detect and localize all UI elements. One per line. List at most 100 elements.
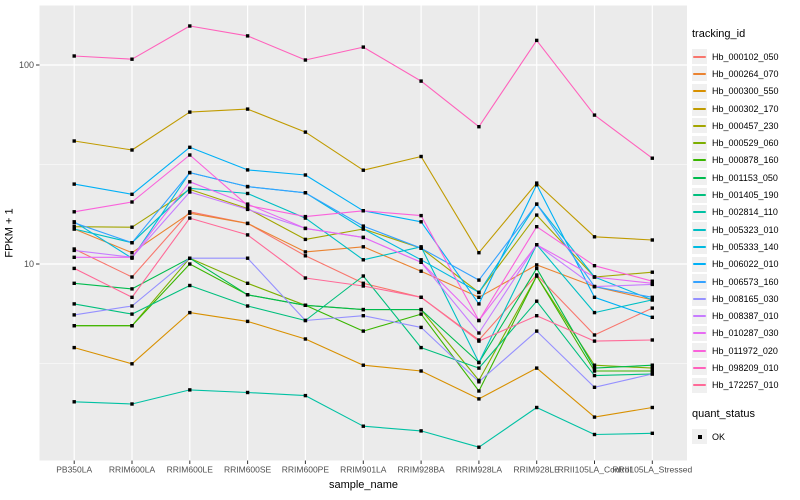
legend-item-Hb_000300_550: Hb_000300_550: [692, 83, 798, 100]
series-color-line-icon: [693, 366, 706, 369]
data-point: [188, 211, 192, 215]
data-point: [535, 225, 539, 229]
data-point: [361, 329, 365, 333]
data-point: [477, 295, 481, 299]
data-point: [188, 388, 192, 392]
data-point: [477, 318, 481, 323]
y-tick-label: 10: [24, 259, 34, 269]
data-point: [592, 415, 597, 419]
legend-key-swatch: [692, 239, 707, 255]
series-color-line-icon: [693, 245, 706, 248]
data-point: [361, 274, 365, 278]
data-point: [303, 250, 308, 254]
data-point: [72, 227, 76, 231]
x-tick-label: RRIM901LA: [340, 465, 387, 475]
data-point: [361, 424, 365, 428]
data-point: [419, 79, 423, 83]
data-point: [188, 153, 192, 157]
data-point: [72, 313, 76, 317]
data-point: [188, 24, 192, 28]
data-point: [650, 281, 654, 285]
data-point: [535, 263, 539, 267]
data-point-markers: [72, 24, 654, 449]
legend-item-label: Hb_000264_070: [712, 68, 779, 79]
data-point: [535, 213, 539, 217]
x-tick-label: RRIM928BA: [397, 465, 445, 475]
data-point: [303, 276, 308, 280]
legend-key-swatch: [692, 66, 707, 82]
data-point: [361, 307, 365, 312]
legend-key-swatch: [692, 377, 707, 393]
data-point: [477, 380, 481, 384]
data-point: [419, 307, 423, 312]
data-point: [419, 269, 423, 273]
data-point: [130, 57, 134, 61]
data-point: [592, 333, 597, 337]
data-point: [72, 210, 76, 214]
series-color-line-icon: [693, 280, 706, 283]
legend-item-Hb_006022_010: Hb_006022_010: [692, 256, 798, 273]
series-color-line-icon: [693, 349, 706, 352]
data-point: [72, 324, 76, 328]
data-point: [650, 156, 654, 160]
data-point: [245, 168, 250, 172]
data-point: [130, 251, 134, 255]
series-color-line-icon: [693, 263, 706, 266]
legend-item-label: Hb_098209_010: [712, 362, 779, 373]
data-point: [72, 281, 76, 285]
legend-item-Hb_001405_190: Hb_001405_190: [692, 186, 798, 203]
data-point: [650, 279, 654, 283]
legend-item-Hb_011972_020: Hb_011972_020: [692, 342, 798, 359]
data-point: [535, 314, 539, 318]
data-point: [592, 373, 597, 378]
data-point: [650, 405, 654, 410]
legend-item-Hb_006573_160: Hb_006573_160: [692, 273, 798, 290]
data-point: [188, 310, 192, 315]
data-point: [303, 226, 308, 231]
legend-key-swatch: [692, 360, 707, 376]
data-point: [419, 429, 423, 433]
legend-item-Hb_005333_140: Hb_005333_140: [692, 238, 798, 255]
data-point: [650, 363, 654, 367]
data-point: [130, 225, 134, 229]
legend-item-label: Hb_001405_190: [712, 190, 779, 201]
data-point: [72, 255, 76, 259]
data-point: [535, 38, 539, 43]
data-point: [245, 304, 250, 308]
data-point: [361, 235, 365, 240]
data-point: [477, 360, 481, 365]
legend-key-swatch: [692, 222, 707, 238]
data-point: [72, 139, 76, 143]
data-point: [361, 258, 365, 262]
data-point: [650, 431, 654, 435]
data-point: [303, 191, 308, 195]
data-point: [361, 284, 365, 288]
legend-item-Hb_000302_170: Hb_000302_170: [692, 100, 798, 117]
data-point: [303, 337, 308, 341]
data-point: [303, 214, 308, 219]
legend-item-label: Hb_005323_010: [712, 224, 779, 235]
legend-item-Hb_000529_060: Hb_000529_060: [692, 134, 798, 151]
data-point: [303, 318, 308, 323]
legend-key-swatch: [692, 152, 707, 168]
data-point: [361, 363, 365, 367]
legend-key-swatch: [692, 204, 707, 220]
data-point: [535, 266, 539, 271]
y-axis-title-wrap: FPKM + 1: [0, 5, 20, 460]
legend-key-swatch: [692, 49, 707, 65]
data-point: [130, 275, 134, 279]
data-point: [130, 304, 134, 308]
legend-item-label: Hb_000102_050: [712, 51, 779, 62]
data-point: [130, 241, 134, 245]
data-point: [477, 290, 481, 295]
data-point: [245, 293, 250, 297]
series-color-line-icon: [693, 384, 706, 387]
series-color-line-icon: [693, 332, 706, 335]
series-color-line-icon: [693, 142, 706, 145]
legend-item-label: Hb_000457_230: [712, 120, 779, 131]
data-point: [535, 405, 539, 410]
legend-item-label: Hb_000878_160: [712, 155, 779, 166]
legend-item-label: Hb_172257_010: [712, 380, 779, 391]
data-point: [419, 345, 423, 350]
data-point: [130, 200, 134, 204]
